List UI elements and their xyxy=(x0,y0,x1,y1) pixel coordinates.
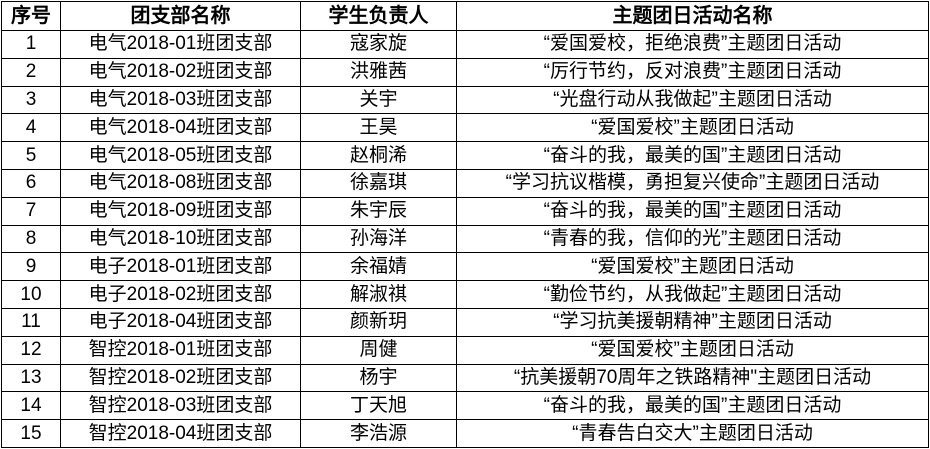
cell-branch: 电子2018-02班团支部 xyxy=(60,280,301,309)
cell-activity: “爱国爱校”主题团日活动 xyxy=(456,335,929,365)
cell-index: 13 xyxy=(1,363,61,393)
table-row: 15 智控2018-04班团支部 李浩源 “青春告白交大”主题团日活动 xyxy=(1,419,929,448)
cell-leader: 杨宇 xyxy=(300,363,457,393)
cell-activity: “勤俭节约，从我做起”主题团日活动 xyxy=(456,280,929,309)
cell-activity: “光盘行动从我做起”主题团日活动 xyxy=(456,85,929,115)
cell-activity: “学习抗美援朝精神”主题团日活动 xyxy=(456,307,929,337)
cell-leader: 余福婧 xyxy=(300,252,457,282)
cell-activity: “爱国爱校，拒绝浪费”主题团日活动 xyxy=(456,30,929,59)
cell-leader: 赵桐浠 xyxy=(300,141,457,170)
cell-index: 10 xyxy=(1,280,61,309)
cell-leader: 洪雅茜 xyxy=(300,57,457,87)
cell-activity: “学习抗议楷模，勇担复兴使命”主题团日活动 xyxy=(456,168,929,198)
header-index: 序号 xyxy=(1,1,61,31)
cell-branch: 智控2018-02班团支部 xyxy=(60,363,301,393)
table-row: 8 电气2018-10班团支部 孙海洋 “青春的我，信仰的光”主题团日活动 xyxy=(1,224,929,254)
table-row: 4 电气2018-04班团支部 王昊 “爱国爱校”主题团日活动 xyxy=(1,113,929,143)
cell-leader: 徐嘉琪 xyxy=(300,168,457,198)
cell-index: 14 xyxy=(1,391,61,421)
table-row: 1 电气2018-01班团支部 寇家旋 “爱国爱校，拒绝浪费”主题团日活动 xyxy=(1,30,929,59)
table-row: 3 电气2018-03班团支部 关宇 “光盘行动从我做起”主题团日活动 xyxy=(1,85,929,115)
cell-branch: 电气2018-02班团支部 xyxy=(60,57,301,87)
cell-leader: 王昊 xyxy=(300,113,457,143)
cell-index: 12 xyxy=(1,335,61,365)
cell-index: 5 xyxy=(1,141,61,170)
cell-leader: 关宇 xyxy=(300,85,457,115)
cell-branch: 电气2018-04班团支部 xyxy=(60,113,301,143)
cell-branch: 电气2018-10班团支部 xyxy=(60,224,301,254)
cell-leader: 寇家旋 xyxy=(300,30,457,59)
cell-activity: “厉行节约，反对浪费”主题团日活动 xyxy=(456,57,929,87)
table-row: 14 智控2018-03班团支部 丁天旭 “奋斗的我，最美的国”主题团日活动 xyxy=(1,391,929,421)
table-row: 5 电气2018-05班团支部 赵桐浠 “奋斗的我，最美的国”主题团日活动 xyxy=(1,141,929,170)
header-branch: 团支部名称 xyxy=(60,1,301,31)
cell-activity: “爱国爱校”主题团日活动 xyxy=(456,113,929,143)
table-row: 9 电子2018-01班团支部 余福婧 “爱国爱校”主题团日活动 xyxy=(1,252,929,282)
cell-branch: 电气2018-01班团支部 xyxy=(60,30,301,59)
cell-branch: 电气2018-05班团支部 xyxy=(60,141,301,170)
cell-branch: 智控2018-01班团支部 xyxy=(60,335,301,365)
cell-index: 7 xyxy=(1,196,61,226)
table-row: 13 智控2018-02班团支部 杨宇 “抗美援朝70周年之铁路精神"主题团日活动 xyxy=(1,363,929,393)
cell-activity: “爱国爱校”主题团日活动 xyxy=(456,252,929,282)
cell-index: 4 xyxy=(1,113,61,143)
cell-index: 2 xyxy=(1,57,61,87)
table-row: 11 电子2018-04班团支部 颜新玥 “学习抗美援朝精神”主题团日活动 xyxy=(1,307,929,337)
cell-branch: 电气2018-08班团支部 xyxy=(60,168,301,198)
cell-leader: 颜新玥 xyxy=(300,307,457,337)
cell-index: 15 xyxy=(1,419,61,448)
cell-branch: 电气2018-09班团支部 xyxy=(60,196,301,226)
cell-index: 9 xyxy=(1,252,61,282)
cell-leader: 丁天旭 xyxy=(300,391,457,421)
cell-index: 6 xyxy=(1,168,61,198)
cell-branch: 电子2018-04班团支部 xyxy=(60,307,301,337)
header-activity: 主题团日活动名称 xyxy=(456,1,929,31)
cell-leader: 解淑祺 xyxy=(300,280,457,309)
cell-branch: 电子2018-01班团支部 xyxy=(60,252,301,282)
cell-index: 1 xyxy=(1,30,61,59)
cell-index: 11 xyxy=(1,307,61,337)
table-row: 7 电气2018-09班团支部 朱宇辰 “奋斗的我，最美的国”主题团日活动 xyxy=(1,196,929,226)
cell-activity: “青春告白交大”主题团日活动 xyxy=(456,419,929,448)
cell-index: 8 xyxy=(1,224,61,254)
header-row: 序号 团支部名称 学生负责人 主题团日活动名称 xyxy=(1,1,929,31)
table-row: 2 电气2018-02班团支部 洪雅茜 “厉行节约，反对浪费”主题团日活动 xyxy=(1,57,929,87)
cell-activity: “奋斗的我，最美的国”主题团日活动 xyxy=(456,141,929,170)
table-row: 12 智控2018-01班团支部 周健 “爱国爱校”主题团日活动 xyxy=(1,335,929,365)
cell-branch: 智控2018-03班团支部 xyxy=(60,391,301,421)
table-row: 6 电气2018-08班团支部 徐嘉琪 “学习抗议楷模，勇担复兴使命”主题团日活动 xyxy=(1,168,929,198)
cell-leader: 周健 xyxy=(300,335,457,365)
cell-activity: “奋斗的我，最美的国”主题团日活动 xyxy=(456,391,929,421)
cell-activity: “青春的我，信仰的光”主题团日活动 xyxy=(456,224,929,254)
cell-leader: 李浩源 xyxy=(300,419,457,448)
header-leader: 学生负责人 xyxy=(300,1,457,31)
cell-index: 3 xyxy=(1,85,61,115)
cell-branch: 电气2018-03班团支部 xyxy=(60,85,301,115)
cell-leader: 孙海洋 xyxy=(300,224,457,254)
table-row: 10 电子2018-02班团支部 解淑祺 “勤俭节约，从我做起”主题团日活动 xyxy=(1,280,929,309)
cell-activity: “抗美援朝70周年之铁路精神"主题团日活动 xyxy=(456,363,929,393)
cell-leader: 朱宇辰 xyxy=(300,196,457,226)
cell-activity: “奋斗的我，最美的国”主题团日活动 xyxy=(456,196,929,226)
cell-branch: 智控2018-04班团支部 xyxy=(60,419,301,448)
